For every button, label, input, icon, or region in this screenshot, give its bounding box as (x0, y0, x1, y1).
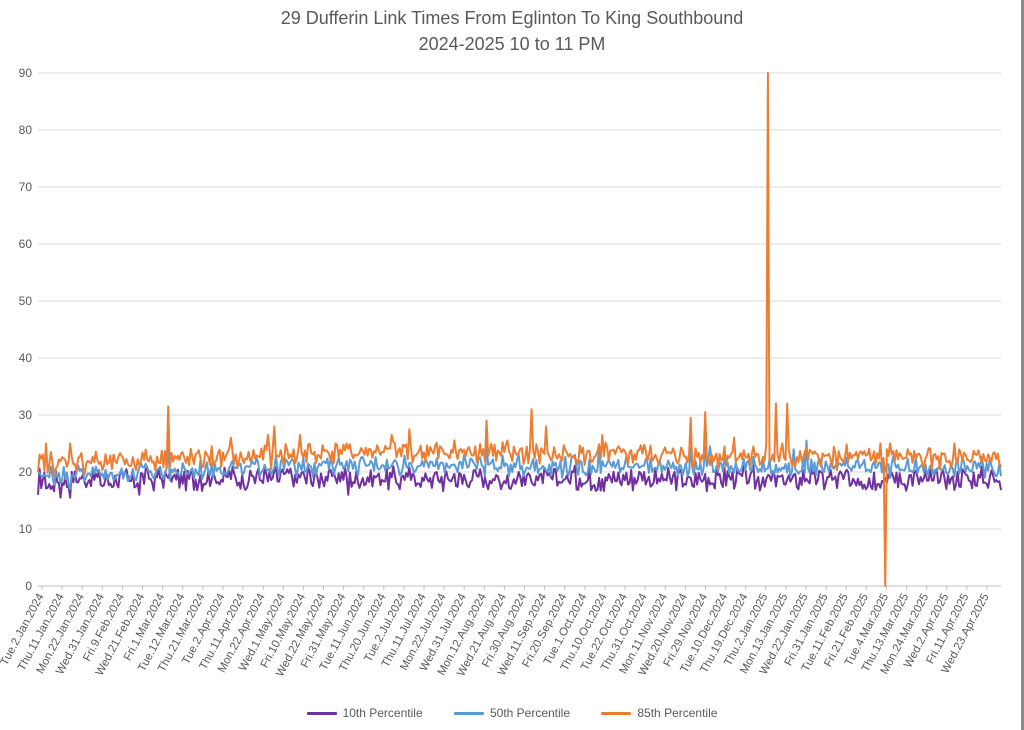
y-tick-label: 60 (19, 237, 33, 251)
x-axis-ticks: Tue.2.Jan.2024Thu.11.Jan.2024Mon.22.Jan.… (0, 586, 992, 679)
legend-swatch-85th (601, 712, 632, 716)
y-tick-label: 50 (19, 294, 33, 308)
series-lines (37, 72, 1002, 587)
legend-item-10th: 10th Percentile (306, 706, 423, 720)
series-line-85th (37, 72, 1002, 587)
y-tick-label: 0 (25, 579, 32, 593)
legend-label-85th: 85th Percentile (637, 706, 718, 720)
legend-label-50th: 50th Percentile (489, 706, 571, 720)
y-tick-label: 70 (19, 180, 33, 194)
y-tick-label: 80 (19, 123, 33, 137)
window-edge (1021, 0, 1024, 730)
series-line-50th (37, 439, 1002, 491)
legend: 10th Percentile 50th Percentile 85th Per… (0, 706, 1024, 720)
y-tick-label: 20 (19, 465, 33, 479)
y-tick-label: 90 (19, 66, 33, 80)
chart-title: 29 Dufferin Link Times From Eglinton To … (280, 8, 744, 28)
gridlines (38, 72, 1001, 587)
y-tick-label: 10 (19, 522, 33, 536)
y-tick-label: 30 (19, 408, 33, 422)
y-axis-ticks: 0 10 20 30 40 50 60 70 80 90 (19, 66, 33, 593)
legend-label-10th: 10th Percentile (342, 706, 423, 720)
legend-item-50th: 50th Percentile (453, 706, 571, 720)
series-line-10th (37, 464, 1002, 499)
legend-swatch-10th (306, 712, 337, 716)
y-tick-label: 40 (19, 351, 33, 365)
legend-item-85th: 85th Percentile (601, 706, 717, 720)
chart-subtitle: 2024-2025 10 to 11 PM (418, 34, 606, 54)
legend-swatch-50th (453, 712, 484, 716)
